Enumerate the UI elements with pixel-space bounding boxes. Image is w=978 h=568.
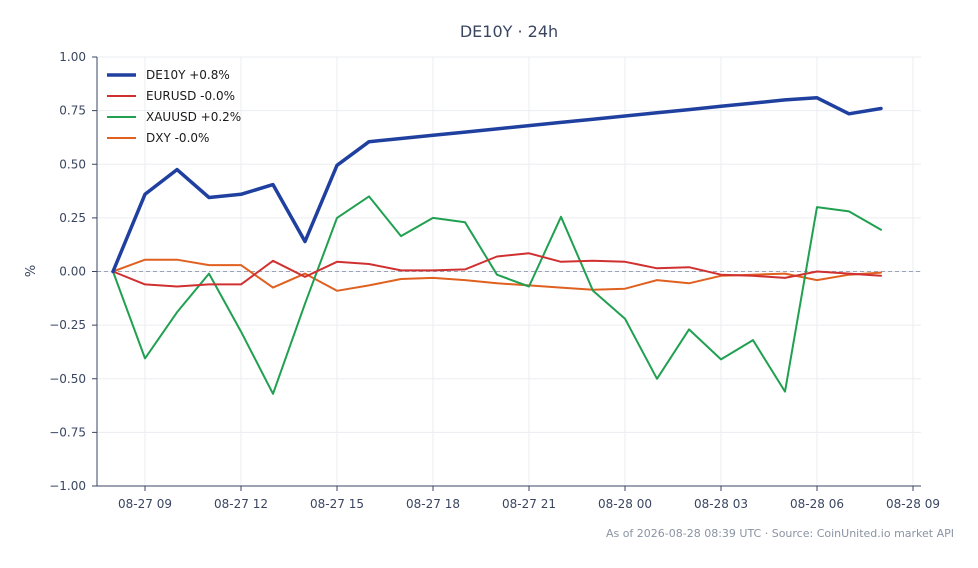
series-line-4 [112,258,882,292]
y-tick-label: −0.25 [49,318,86,332]
chart-title: DE10Y · 24h [460,22,558,41]
x-tick-label: 08-28 06 [790,497,844,511]
x-tick-label: 08-28 00 [598,497,652,511]
y-axis-label: % [24,265,39,277]
y-tick-label: −1.00 [49,479,86,493]
x-tick-label: 08-28 03 [694,497,748,511]
legend-label: DXY -0.0% [146,131,209,145]
series-lines [111,96,883,395]
x-tick-label: 08-27 12 [214,497,268,511]
legend-label: DE10Y +0.8% [146,68,230,82]
axes: 1.00 0.75 0.50 0.25 0.00 −0.25 −0.50 −0.75 −1.00… [49,50,940,511]
legend: DE10Y +0.8% EURUSD -0.0% XAUUSD +0.2% DXY -… [107,68,241,145]
y-tick-label: 1.00 [59,50,86,64]
grid [97,56,921,487]
legend-label: XAUUSD +0.2% [146,110,241,124]
y-tick-label: 0.25 [59,211,86,225]
x-tick-label: 08-27 18 [406,497,460,511]
y-tick-label: 0.50 [59,157,86,171]
series-line-2 [112,252,882,288]
x-tick-label: 08-27 15 [310,497,364,511]
y-tick-label: 0.00 [59,265,86,279]
y-tick-label: 0.75 [59,104,86,118]
series-line-3 [112,195,882,395]
footer-note: As of 2026-08-28 08:39 UTC · Source: Coi… [606,527,954,540]
x-tick-label: 08-28 09 [886,497,940,511]
y-tick-label: −0.50 [49,372,86,386]
series-line-1 [111,96,883,274]
legend-label: EURUSD -0.0% [146,89,235,103]
x-tick-label: 08-27 21 [502,497,556,511]
x-tick-label: 08-27 09 [118,497,172,511]
y-tick-label: −0.75 [49,425,86,439]
